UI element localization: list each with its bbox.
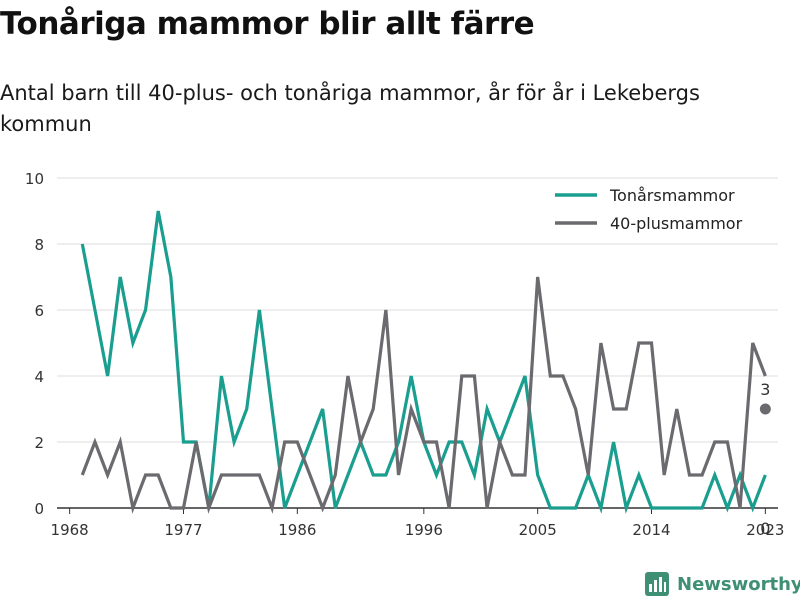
brand-name: Newsworthy — [677, 573, 800, 595]
y-tick-label: 6 — [34, 302, 44, 320]
x-tick-label: 2023 — [746, 521, 784, 539]
end-value-label: 3 — [760, 380, 770, 399]
annotations: 30 — [759, 380, 771, 538]
brand: Newsworthy — [645, 569, 800, 599]
legend-label: 40-plusmammor — [610, 214, 743, 233]
x-tick-label: 2005 — [519, 521, 557, 539]
x-tick-label: 1996 — [405, 521, 443, 539]
series-lines — [80, 210, 767, 514]
legend: Tonårsmammor 40-plusmammor — [555, 186, 743, 233]
x-tick-label: 2014 — [632, 521, 670, 539]
y-tick-label: 2 — [34, 434, 44, 452]
x-tick-label: 1986 — [278, 521, 316, 539]
bar-chart-logo-icon — [645, 572, 669, 596]
legend-label: Tonårsmammor — [609, 186, 735, 205]
x-tick-label: 1977 — [164, 521, 202, 539]
chart-title: Tonåriga mammor blir allt färre — [0, 6, 535, 42]
y-tick-label: 10 — [25, 170, 44, 188]
y-tick-label: 0 — [34, 500, 44, 518]
y-tick-label: 4 — [34, 368, 44, 386]
series-line-40-plusmammor — [80, 276, 767, 514]
y-tick-label: 8 — [34, 236, 44, 254]
x-tick-label: 1968 — [51, 521, 89, 539]
y-axis-ticks: 0 2 4 6 8 10 — [25, 170, 44, 518]
end-value-label: 0 — [760, 519, 770, 538]
end-point-marker — [759, 403, 771, 415]
x-axis: 1968 1977 1986 1996 2005 2014 2023 — [51, 508, 784, 539]
chart-subtitle: Antal barn till 40-plus- och tonåriga ma… — [0, 81, 700, 136]
